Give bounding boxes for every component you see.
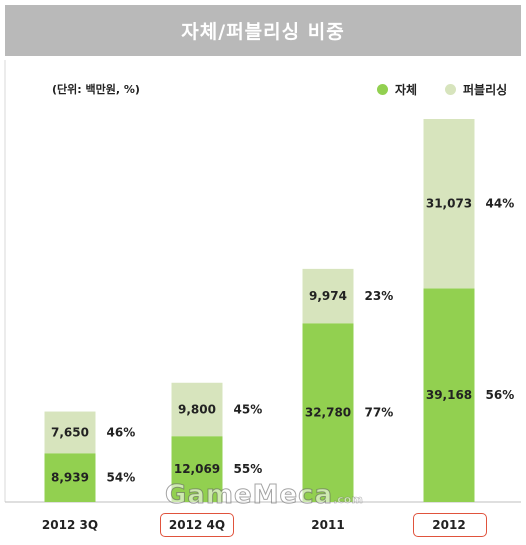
legend-swatch-publishing	[445, 84, 456, 95]
chart-title: 자체/퍼블리싱 비중	[181, 21, 345, 43]
watermark-suffix: .com	[333, 493, 363, 507]
bar-segment-self-1	[171, 436, 223, 502]
pct-label-publishing-3: 44%	[486, 197, 515, 211]
bar-segment-self-0	[44, 453, 96, 502]
highlight-box-2012	[413, 513, 487, 537]
bar-segment-publishing-3	[423, 119, 475, 289]
pct-label-self-3: 56%	[486, 388, 515, 402]
value-label-publishing-0: 7,650	[51, 425, 89, 439]
bar-segment-publishing-1	[171, 382, 223, 437]
gamemeca-watermark: GameMeca.com	[164, 480, 363, 511]
value-label-self-3: 39,168	[426, 388, 472, 402]
pct-label-self-1: 55%	[234, 462, 263, 476]
legend-label-publishing: 퍼블리싱	[463, 83, 508, 97]
pct-label-publishing-0: 46%	[107, 425, 136, 439]
value-label-self-2: 32,780	[305, 406, 351, 420]
legend-label-self: 자체	[395, 83, 418, 97]
value-label-publishing-3: 31,073	[426, 197, 472, 211]
x-tick-label-1: 2012 4Q	[169, 518, 225, 532]
value-label-self-1: 12,069	[174, 462, 220, 476]
x-tick-label-0: 2012 3Q	[42, 518, 98, 532]
legend-swatch-self	[377, 84, 388, 95]
bar-segment-self-3	[423, 288, 475, 502]
x-tick-label-3: 2012	[432, 518, 465, 532]
x-tick-label-2: 2011	[311, 518, 344, 532]
bar-segment-self-2	[302, 323, 354, 502]
pct-label-self-2: 77%	[365, 406, 394, 420]
value-label-publishing-2: 9,974	[309, 289, 347, 303]
value-label-self-0: 8,939	[51, 471, 89, 485]
chart-title-bar: 자체/퍼블리싱 비중	[5, 5, 521, 56]
bar-segment-publishing-2	[302, 268, 354, 324]
legend-item-publishing: 퍼블리싱	[445, 81, 507, 98]
unit-label: (단위: 백만원, %)	[52, 83, 140, 96]
highlight-box-2012-4q	[160, 513, 234, 537]
legend-item-self: 자체	[377, 81, 417, 98]
value-label-publishing-1: 9,800	[178, 402, 216, 416]
bar-segment-publishing-0	[44, 411, 96, 454]
pct-label-self-0: 54%	[107, 471, 136, 485]
pct-label-publishing-1: 45%	[234, 402, 263, 416]
watermark-main: GameMeca	[164, 480, 334, 511]
pct-label-publishing-2: 23%	[365, 289, 394, 303]
